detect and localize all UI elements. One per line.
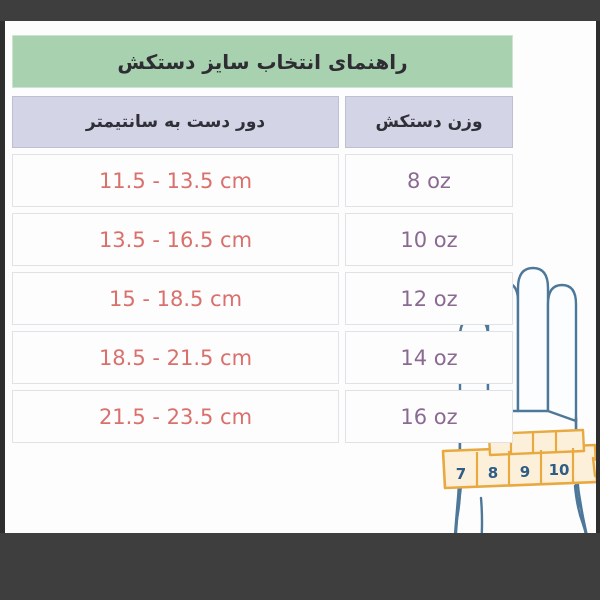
value-weight: 12 oz bbox=[400, 286, 458, 311]
bottom-letterbox-bar bbox=[0, 533, 600, 600]
value-weight: 16 oz bbox=[400, 404, 458, 429]
cell-size: 13.5 - 16.5 cm bbox=[12, 213, 339, 266]
cell-weight: 12 oz bbox=[345, 272, 513, 325]
table-header-row: وزن دستکش دور دست به سانتیمتر bbox=[12, 96, 513, 148]
right-letterbox-edge bbox=[596, 21, 600, 533]
page-title-banner: راهنمای انتخاب سایز دستکش bbox=[12, 35, 513, 88]
tape-mark-8: 8 bbox=[488, 464, 498, 482]
tape-mark-10: 10 bbox=[549, 461, 570, 479]
header-cell-weight: وزن دستکش bbox=[345, 96, 513, 148]
cell-size: 15 - 18.5 cm bbox=[12, 272, 339, 325]
cell-weight: 10 oz bbox=[345, 213, 513, 266]
cell-size: 11.5 - 13.5 cm bbox=[12, 154, 339, 207]
left-letterbox-edge bbox=[0, 21, 5, 533]
top-letterbox-bar bbox=[0, 0, 600, 21]
cell-weight: 8 oz bbox=[345, 154, 513, 207]
header-label-size: دور دست به سانتیمتر bbox=[85, 112, 266, 132]
size-table: وزن دستکش دور دست به سانتیمتر 8 oz 11.5 … bbox=[12, 96, 513, 449]
value-weight: 10 oz bbox=[400, 227, 458, 252]
value-weight: 14 oz bbox=[400, 345, 458, 370]
cell-weight: 14 oz bbox=[345, 331, 513, 384]
value-size: 13.5 - 16.5 cm bbox=[98, 227, 253, 252]
value-size: 11.5 - 13.5 cm bbox=[98, 168, 253, 193]
cell-size: 18.5 - 21.5 cm bbox=[12, 331, 339, 384]
page-title: راهنمای انتخاب سایز دستکش bbox=[117, 49, 408, 74]
cell-weight: 16 oz bbox=[345, 390, 513, 443]
table-body: 8 oz 11.5 - 13.5 cm 10 oz 13.5 - 16.5 cm bbox=[12, 154, 513, 443]
size-guide-card: 7 8 9 10 راهنمای انتخاب سایز دستکش وزن د… bbox=[5, 21, 596, 533]
table-row: 14 oz 18.5 - 21.5 cm bbox=[12, 331, 513, 384]
cell-size: 21.5 - 23.5 cm bbox=[12, 390, 339, 443]
header-cell-size: دور دست به سانتیمتر bbox=[12, 96, 339, 148]
table-row: 16 oz 21.5 - 23.5 cm bbox=[12, 390, 513, 443]
value-size: 18.5 - 21.5 cm bbox=[98, 345, 253, 370]
value-size: 21.5 - 23.5 cm bbox=[98, 404, 253, 429]
table-row: 12 oz 15 - 18.5 cm bbox=[12, 272, 513, 325]
table-row: 8 oz 11.5 - 13.5 cm bbox=[12, 154, 513, 207]
table-row: 10 oz 13.5 - 16.5 cm bbox=[12, 213, 513, 266]
tape-mark-7: 7 bbox=[456, 465, 466, 483]
header-label-weight: وزن دستکش bbox=[375, 112, 483, 132]
tape-mark-9: 9 bbox=[520, 463, 530, 481]
value-weight: 8 oz bbox=[407, 168, 451, 193]
value-size: 15 - 18.5 cm bbox=[108, 286, 243, 311]
